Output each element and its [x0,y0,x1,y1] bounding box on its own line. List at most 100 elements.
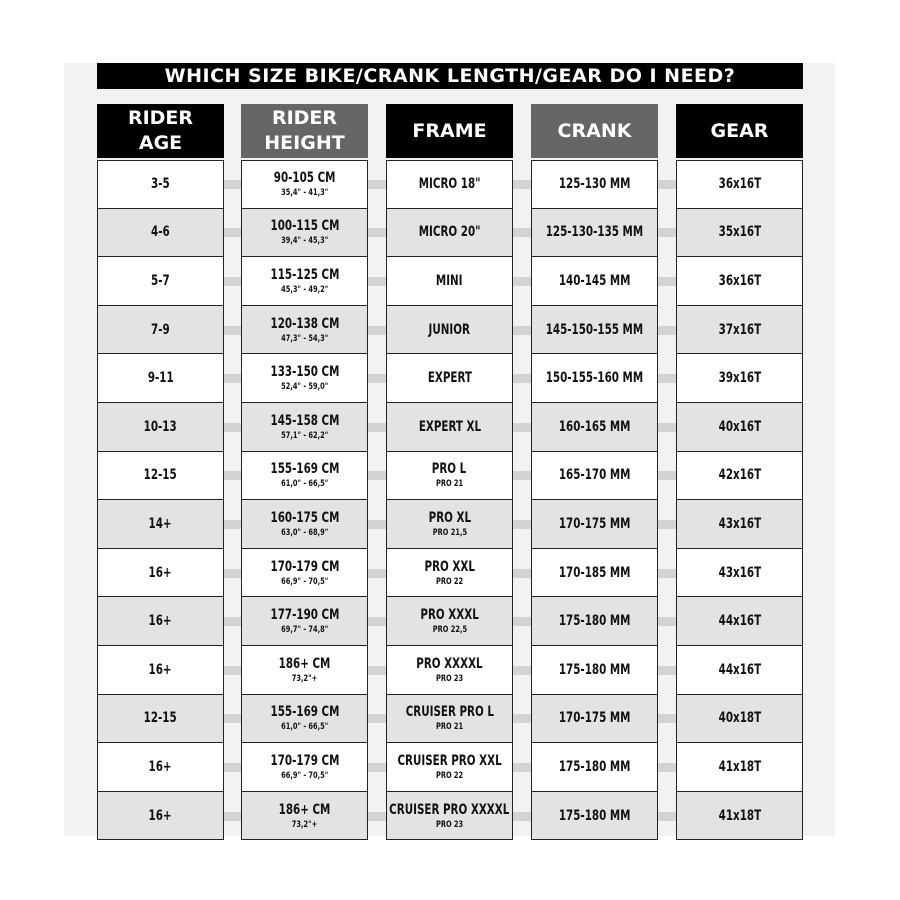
gear-value: 37x16T [718,321,761,338]
row-connector [224,811,241,821]
cell-frame: MICRO 20" [386,208,513,258]
crank-value: 170-185 MM [558,564,631,581]
gear-value: 42x16T [718,467,761,484]
cell-gear: 41x18T [676,743,803,792]
height-value: 170-179 CM [270,752,339,769]
cell-height: 186+ CM 73,2"+ [241,645,368,695]
gear-value: 39x16T [718,370,761,387]
cell-gear: 41x18T [676,791,803,841]
crank-value: 150-155-160 MM [545,370,644,387]
row-connector [658,568,676,578]
cell-gear: 44x16T [676,645,803,695]
row-connector [513,228,531,238]
age-value: 16+ [148,613,173,630]
column-height: RIDER HEIGHT 90-105 CM 35,4" - 41,3" 100-11… [241,104,368,841]
cell-age: 16+ [97,743,224,792]
row-connector [368,714,386,724]
height-sub-value: 61,0" - 66,5" [280,722,329,733]
cell-gear: 44x16T [676,597,803,646]
frame-value: CRUISER PRO L [405,704,494,721]
cell-crank: 170-175 MM [531,500,658,549]
age-value: 16+ [148,564,173,581]
cell-gear: 36x16T [676,257,803,306]
cell-frame: PRO XXXXL PRO 23 [386,645,513,695]
cell-age: 14+ [97,500,224,549]
cell-height: 145-158 CM 57,1" - 62,2" [241,402,368,452]
cell-frame: PRO XXL PRO 22 [386,548,513,598]
row-connector [224,520,241,529]
cell-frame: PRO XL PRO 21,5 [386,500,513,549]
cell-age: 3-5 [97,160,224,209]
frame-sub-value: PRO 21 [435,479,464,490]
height-value: 155-169 CM [270,461,339,478]
row-connector [513,617,531,627]
row-connector [368,520,386,529]
frame-value: CRUISER PRO XXXXL [389,801,510,818]
frame-value: JUNIOR [428,321,471,338]
row-connector [224,277,241,286]
row-connector [658,422,676,432]
cell-frame: CRUISER PRO XXL PRO 22 [386,743,513,792]
row-connector [658,179,676,189]
row-connector [224,325,241,335]
height-sub-value: 39,4" - 45,3" [280,236,329,247]
cell-crank: 125-130 MM [531,160,658,209]
row-connector [513,471,531,481]
cell-crank: 145-150-155 MM [531,305,658,355]
frame-sub-value: PRO 22 [435,576,464,587]
gear-value: 44x16T [718,661,761,678]
row-connector [658,763,676,772]
cell-crank: 170-185 MM [531,548,658,598]
cell-crank: 165-170 MM [531,451,658,501]
crank-value: 140-145 MM [558,272,631,289]
cell-age: 16+ [97,791,224,841]
crank-value: 170-175 MM [558,710,631,727]
crank-value: 145-150-155 MM [545,321,644,338]
row-connector [368,374,386,384]
row-connector [513,277,531,286]
cell-age: 4-6 [97,208,224,258]
cell-gear: 43x16T [676,500,803,549]
height-sub-value: 69,7" - 74,8" [280,625,329,636]
row-connector [658,520,676,529]
row-connector [658,811,676,821]
age-value: 4-6 [151,224,170,241]
cell-frame: PRO L PRO 21 [386,451,513,501]
age-value: 9-11 [147,370,174,387]
cell-age: 12-15 [97,694,224,744]
column-crank: CRANK 125-130 MM 125-130-135 MM 140-145 MM 1… [531,104,658,841]
crank-value: 175-180 MM [558,661,631,678]
cell-gear: 35x16T [676,208,803,258]
gear-value: 35x16T [718,224,761,241]
frame-value: EXPERT XL [418,418,481,435]
height-sub-value: 35,4" - 41,3" [280,188,329,199]
cell-height: 155-169 CM 61,0" - 66,5" [241,694,368,744]
height-value: 160-175 CM [270,509,339,526]
gear-value: 43x16T [718,564,761,581]
frame-sub-value: PRO 21 [435,722,464,733]
cell-crank: 175-180 MM [531,645,658,695]
cell-gear: 36x16T [676,160,803,209]
cell-height: 186+ CM 73,2"+ [241,791,368,841]
cell-height: 90-105 CM 35,4" - 41,3" [241,160,368,209]
age-value: 3-5 [151,176,170,193]
row-connector [368,568,386,578]
height-value: 177-190 CM [270,607,339,624]
crank-value: 175-180 MM [558,807,631,824]
cell-height: 115-125 CM 45,3" - 49,2" [241,257,368,306]
row-connector [368,617,386,627]
cell-height: 133-150 CM 52,4" - 59,0" [241,354,368,403]
height-sub-value: 45,3" - 49,2" [280,284,329,295]
cell-crank: 150-155-160 MM [531,354,658,403]
row-connector [658,277,676,286]
frame-value: PRO L [432,461,467,478]
row-connector [658,325,676,335]
crank-value: 125-130-135 MM [545,224,644,241]
gear-value: 36x16T [718,176,761,193]
cell-crank: 170-175 MM [531,694,658,744]
cell-height: 170-179 CM 66,9" - 70,5" [241,743,368,792]
row-connector [368,665,386,675]
gear-value: 41x18T [718,758,761,775]
crank-value: 175-180 MM [558,613,631,630]
row-connector [513,714,531,724]
